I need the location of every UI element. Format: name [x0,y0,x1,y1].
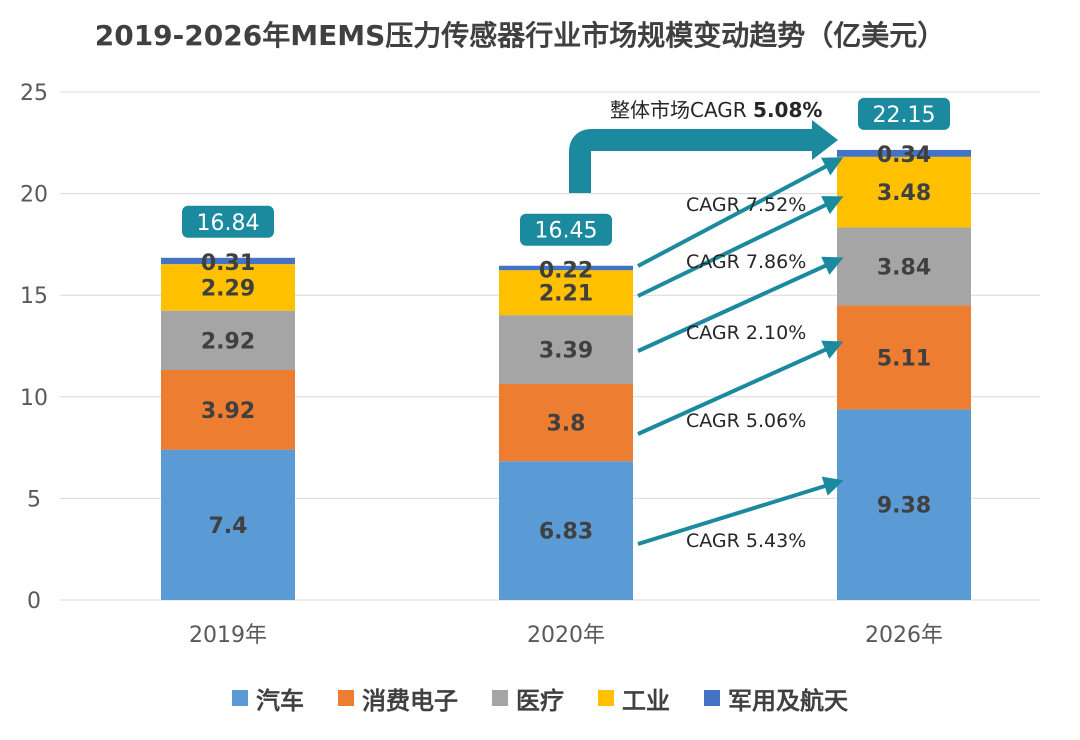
total-badge [182,205,274,238]
bar-segment [837,156,971,228]
chart-title: 2019-2026年MEMS压力传感器行业市场规模变动趋势（亿美元） [94,19,946,52]
bar-segment [499,461,633,600]
overall-cagr-prefix: 整体市场CAGR [610,98,753,122]
data-label: 0.34 [877,143,931,168]
legend-item: 消费电子 [338,681,458,716]
overall-cagr-value: 5.08% [753,98,822,122]
legend-swatch [704,690,720,706]
bar-segment [161,257,295,265]
bar-segment [837,149,971,157]
cagr-arrow [637,157,844,268]
bar-segment [837,409,971,600]
y-tick-label: 5 [27,487,41,512]
data-label: 0.22 [539,259,593,284]
cagr-label: CAGR 2.10% [686,322,806,344]
data-label: 2.29 [201,276,255,301]
y-tick-label: 25 [20,81,48,106]
bar-segment [837,227,971,306]
total-badge [520,213,612,246]
y-tick-label: 20 [20,183,48,208]
overall-cagr-arrow [569,129,814,193]
cagr-arrow [637,256,844,353]
x-tick-label: 2020年 [527,623,605,648]
data-label: 7.4 [209,514,248,539]
cagr-arrow [637,340,844,436]
data-label: 9.38 [877,494,931,519]
legend-label: 汽车 [256,686,304,715]
cagr-label: CAGR 5.43% [686,530,806,552]
total-label: 22.15 [873,103,936,128]
data-label: 5.11 [877,346,931,371]
data-label: 0.31 [201,251,255,276]
total-label: 16.45 [535,219,598,244]
legend-item: 汽车 [232,681,304,716]
legend-item: 军用及航天 [704,681,848,716]
overall-cagr-label: 整体市场CAGR 5.08% [610,98,822,122]
bar-segment [161,264,295,311]
x-tick-label: 2026年 [865,623,943,648]
legend-label: 军用及航天 [728,686,848,715]
bar-segment [499,383,633,462]
data-label: 2.21 [539,282,593,307]
legend-swatch [232,690,248,706]
data-label: 2.92 [201,329,255,354]
bar-segment [499,315,633,384]
legend-label: 工业 [622,686,670,715]
cagr-label: CAGR 5.06% [686,410,806,432]
legend-item: 工业 [598,681,670,716]
data-label: 3.8 [547,412,586,437]
data-label: 3.39 [539,339,593,364]
legend-label: 医疗 [516,686,564,715]
data-label: 3.48 [877,181,931,206]
cagr-arrow [637,476,844,546]
bar-segment [499,270,633,316]
data-label: 3.92 [201,399,255,424]
legend: 汽车 消费电子 医疗 工业 军用及航天 [0,678,1080,718]
bar-segment [161,449,295,600]
bar-segment [837,305,971,410]
legend-swatch [492,690,508,706]
legend-swatch [598,690,614,706]
bar-segment [499,265,633,271]
data-label: 6.83 [539,520,593,545]
x-tick-label: 2019年 [189,623,267,648]
bar-segment [161,369,295,450]
cagr-label: CAGR 7.52% [686,194,806,216]
total-badge [858,97,950,130]
overall-cagr-arrowhead [812,120,838,160]
legend-label: 消费电子 [362,686,458,715]
legend-item: 医疗 [492,681,564,716]
cagr-arrow [637,196,844,298]
total-label: 16.84 [197,211,260,236]
y-tick-label: 0 [27,589,41,614]
data-label: 3.84 [877,256,931,281]
cagr-label: CAGR 7.86% [686,251,806,273]
y-tick-label: 15 [20,284,48,309]
legend-swatch [338,690,354,706]
bar-segment [161,310,295,370]
y-tick-label: 10 [20,386,48,411]
